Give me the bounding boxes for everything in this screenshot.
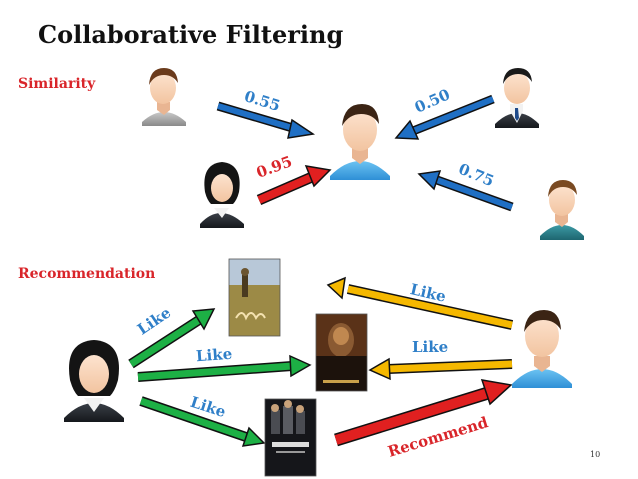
movie-poster-1 (228, 258, 281, 337)
target-user-avatar-recommendation (512, 310, 572, 388)
arrow-similarity-0.75 (417, 170, 514, 212)
arrow-like-woman-movie1 (128, 308, 216, 369)
arrow-similarity-0.55 (216, 101, 316, 139)
label-like-woman-movie2: Like (195, 344, 233, 366)
arrow-like-user-movie1 (326, 276, 514, 330)
arrow-similarity-0.50 (394, 94, 495, 140)
arrow-like-user-movie2 (368, 357, 513, 381)
arrow-like-woman-movie3 (139, 396, 266, 447)
arrow-similarity-0.95 (256, 165, 332, 206)
man-dark-suit-avatar (495, 68, 539, 128)
man-teal-shirt-avatar (540, 180, 584, 240)
movie-poster-2 (315, 313, 368, 392)
woman-avatar-recommendation (64, 340, 124, 422)
man-gray-shirt-avatar (142, 68, 186, 126)
section-similarity: Similarity (18, 76, 96, 92)
slide-title: Collaborative Filtering (38, 20, 344, 49)
arrow-like-woman-movie2 (137, 354, 312, 382)
label-like-user-movie2: Like (412, 338, 449, 356)
movie-poster-3 (264, 398, 317, 477)
arrow-recommend (334, 379, 513, 447)
target-user-avatar (330, 104, 390, 180)
section-recommendation: Recommendation (18, 266, 156, 282)
page-number: 10 (590, 450, 601, 459)
woman-avatar (200, 162, 244, 228)
